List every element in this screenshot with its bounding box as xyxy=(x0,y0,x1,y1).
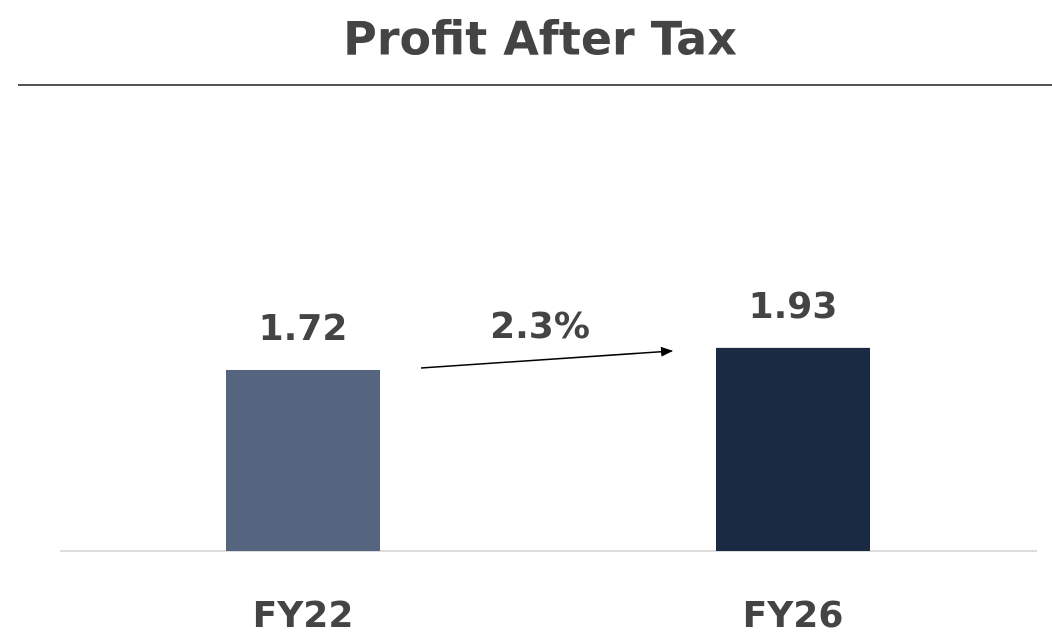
bar xyxy=(716,347,870,551)
growth-arrow xyxy=(420,346,673,369)
bar xyxy=(226,369,380,551)
x-tick-label: FY22 xyxy=(253,595,354,636)
value-label: 1.72 xyxy=(259,308,348,349)
chart-title: Profit After Tax xyxy=(343,12,737,66)
growth-annotation: 2.3% xyxy=(490,306,590,347)
value-label: 1.93 xyxy=(749,286,838,327)
x-tick-label: FY26 xyxy=(743,595,844,636)
